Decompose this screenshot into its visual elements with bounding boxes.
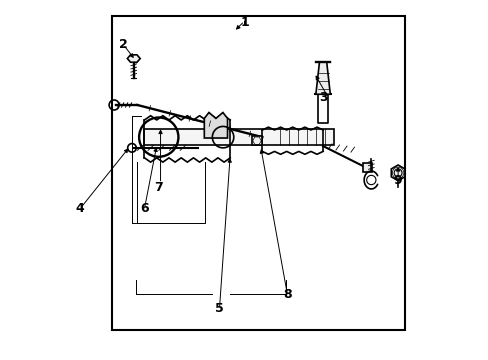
Polygon shape xyxy=(127,55,140,62)
Bar xyxy=(112,16,405,330)
Polygon shape xyxy=(204,112,227,138)
Text: 1: 1 xyxy=(240,16,248,29)
Text: 3: 3 xyxy=(318,91,327,104)
Text: 5: 5 xyxy=(215,302,224,315)
Text: 2: 2 xyxy=(119,38,127,51)
Text: 8: 8 xyxy=(283,288,291,301)
Text: 6: 6 xyxy=(140,202,148,215)
Text: 4: 4 xyxy=(76,202,84,215)
Text: 9: 9 xyxy=(393,174,402,186)
Text: 7: 7 xyxy=(154,181,163,194)
Polygon shape xyxy=(390,165,404,181)
Bar xyxy=(363,163,371,172)
Polygon shape xyxy=(315,62,330,94)
Bar xyxy=(144,129,333,145)
Bar xyxy=(251,136,262,145)
